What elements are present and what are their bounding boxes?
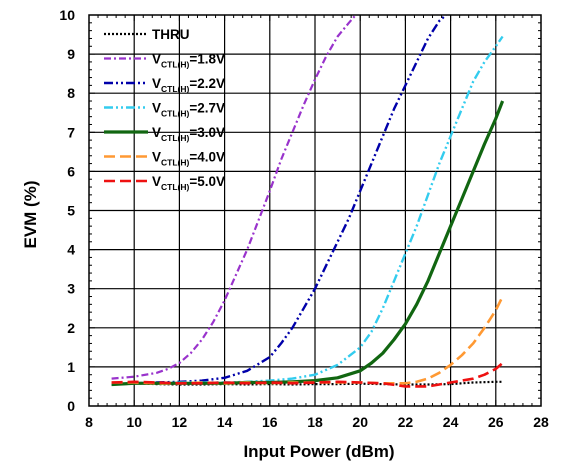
- legend-label-3: VCTL(H)=2.7V: [152, 101, 225, 119]
- x-tick-label: 14: [217, 414, 233, 430]
- legend-label-6: VCTL(H)=5.0V: [152, 174, 225, 192]
- x-tick-label: 8: [85, 414, 93, 430]
- y-tick-label: 8: [67, 85, 75, 101]
- legend-label-1: VCTL(H)=1.8V: [152, 52, 225, 70]
- x-tick-label: 22: [398, 414, 414, 430]
- y-tick-label: 7: [67, 124, 75, 140]
- series-line-1: [111, 15, 357, 380]
- y-tick-label: 0: [67, 398, 75, 414]
- x-axis-title: Input Power (dBm): [243, 442, 394, 461]
- series-lines: [111, 15, 505, 388]
- series-line-5: [111, 295, 504, 385]
- legend-label-4: VCTL(H)=3.0V: [152, 125, 225, 143]
- x-tick-label: 24: [443, 414, 459, 430]
- x-tick-label: 20: [352, 414, 368, 430]
- x-tick-label: 18: [307, 414, 323, 430]
- y-axis-title: EVM (%): [21, 181, 40, 249]
- y-tick-label: 1: [67, 359, 75, 375]
- series-line-4: [111, 100, 505, 387]
- legend-label-0: THRU: [152, 27, 190, 42]
- y-tick-label: 9: [67, 46, 75, 62]
- y-tick-label: 6: [67, 163, 75, 179]
- legend-label-5: VCTL(H)=4.0V: [152, 150, 225, 168]
- grid: [89, 15, 541, 406]
- x-tick-label: 28: [533, 414, 549, 430]
- series-line-2: [111, 15, 447, 386]
- y-tick-label: 4: [67, 242, 75, 258]
- y-tick-label: 3: [67, 281, 75, 297]
- y-tick-label: 2: [67, 320, 75, 336]
- x-tick-label: 16: [262, 414, 278, 430]
- legend-label-2: VCTL(H)=2.2V: [152, 76, 225, 94]
- x-tick-label: 12: [172, 414, 188, 430]
- y-tick-label: 5: [67, 203, 75, 219]
- x-tick-label: 10: [126, 414, 142, 430]
- x-tick-label: 26: [488, 414, 504, 430]
- y-tick-label: 10: [59, 7, 75, 23]
- series-line-6: [111, 362, 504, 388]
- legend: THRU VCTL(H)=1.8V VCTL(H)=2.2V VCTL(H)=2.7V…: [104, 27, 225, 192]
